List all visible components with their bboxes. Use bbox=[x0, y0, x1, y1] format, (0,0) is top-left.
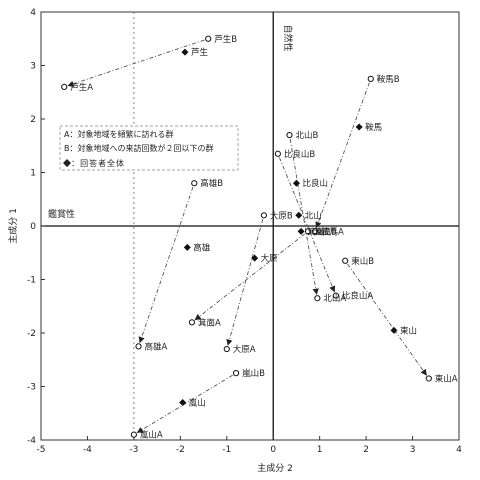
legend: A：対象地域を頻繁に訪れる群 B：対象地域への来訪回数が２回以下の群 ◆：回答者… bbox=[59, 125, 239, 171]
point-芦生 bbox=[181, 48, 189, 56]
point-北山B bbox=[286, 131, 293, 139]
point-鞍馬B bbox=[367, 75, 374, 82]
y-tick-label: 0 bbox=[30, 222, 36, 232]
point-label-北山B: 北山B bbox=[295, 130, 318, 141]
point-鞍馬A bbox=[311, 228, 319, 235]
point-label-鞍馬: 鞍馬 bbox=[365, 122, 382, 133]
point-label-高雄: 高雄 bbox=[193, 242, 211, 253]
appreciation-axis-annotation: 鑑賞性 bbox=[48, 208, 75, 220]
legend-item-all: ◆：回答者全体 bbox=[64, 158, 124, 168]
point-label-大原B: 大原B bbox=[270, 210, 293, 221]
point-高雄B bbox=[191, 180, 198, 187]
x-axis-title: 主成分 2 bbox=[257, 462, 293, 474]
point-label-箕面: 箕面 bbox=[307, 226, 325, 237]
point-嵐山B bbox=[232, 370, 240, 377]
y-tick-label: -2 bbox=[27, 329, 36, 339]
point-大原 bbox=[251, 254, 259, 262]
point-label-高雄B: 高雄B bbox=[200, 178, 223, 189]
point-label-比良山B: 比良山B bbox=[284, 149, 316, 160]
x-tick-label: -1 bbox=[222, 445, 231, 455]
point-比良山A bbox=[332, 292, 340, 299]
y-tick-label: -4 bbox=[27, 436, 36, 446]
x-tick-label: -5 bbox=[37, 445, 46, 455]
point-label-大原A: 大原A bbox=[233, 344, 256, 355]
point-大原B bbox=[260, 212, 268, 219]
legend-box bbox=[59, 125, 239, 171]
y-tick-label: 3 bbox=[30, 62, 36, 72]
point-label-芦生A: 芦生A bbox=[70, 82, 93, 93]
point-高雄A bbox=[135, 343, 142, 350]
x-tick-label: 0 bbox=[270, 445, 276, 455]
point-東山 bbox=[390, 326, 398, 334]
x-tick-label: -2 bbox=[176, 445, 185, 455]
point-label-鞍馬A: 鞍馬A bbox=[321, 226, 344, 237]
point-label-比良山: 比良山 bbox=[302, 178, 328, 189]
point-label-比良山A: 比良山A bbox=[342, 291, 374, 302]
point-箕面A bbox=[188, 319, 196, 326]
point-芦生A bbox=[61, 83, 68, 91]
arrow-比良山B-to-比良山A bbox=[278, 157, 336, 293]
point-箕面B bbox=[304, 228, 312, 235]
point-北山A bbox=[314, 295, 321, 302]
arrow-嵐山B-to-嵐山A bbox=[136, 374, 233, 433]
arrow-東山B-to-東山A bbox=[347, 263, 427, 376]
point-label-箕面B: 箕面B bbox=[314, 226, 337, 237]
point-label-嵐山A: 嵐山A bbox=[140, 430, 163, 441]
legend-item-b: B：対象地域への来訪回数が２回以下の群 bbox=[64, 143, 214, 153]
y-tick-label: 4 bbox=[30, 8, 36, 18]
point-北山 bbox=[295, 211, 303, 219]
x-tick-label: 2 bbox=[363, 445, 369, 455]
x-tick-label: -3 bbox=[129, 445, 138, 455]
point-label-大原: 大原 bbox=[261, 253, 278, 264]
arrow-芦生B-to-芦生A bbox=[67, 39, 205, 87]
point-嵐山 bbox=[179, 399, 187, 407]
point-label-嵐山B: 嵐山B bbox=[242, 368, 265, 379]
point-箕面 bbox=[297, 227, 305, 235]
point-東山B bbox=[342, 257, 349, 264]
point-label-高雄A: 高雄A bbox=[145, 341, 168, 352]
point-東山A bbox=[425, 375, 432, 382]
point-label-嵐山: 嵐山 bbox=[189, 398, 206, 409]
y-tick-label: -3 bbox=[27, 383, 36, 393]
point-芦生B bbox=[205, 35, 212, 42]
point-嵐山A bbox=[130, 431, 137, 438]
point-label-芦生B: 芦生B bbox=[214, 34, 237, 45]
point-鞍馬 bbox=[355, 123, 363, 131]
y-tick-label: -1 bbox=[27, 276, 36, 286]
legend-item-a: A：対象地域を頻繁に訪れる群 bbox=[64, 129, 173, 139]
x-tick-label: -4 bbox=[83, 445, 92, 455]
point-label-北山: 北山 bbox=[305, 210, 322, 221]
y-tick-label: 2 bbox=[30, 115, 36, 125]
natural-axis-annotation: 自然性 bbox=[282, 24, 294, 51]
point-label-芦生: 芦生 bbox=[191, 47, 209, 58]
x-tick-label: 1 bbox=[317, 445, 323, 455]
point-label-東山A: 東山A bbox=[435, 373, 458, 384]
arrow-箕面B-to-箕面A bbox=[194, 233, 306, 321]
point-label-箕面A: 箕面A bbox=[198, 317, 221, 328]
point-label-東山: 東山 bbox=[400, 325, 417, 336]
arrow-高雄B-to-高雄A bbox=[138, 186, 194, 344]
point-大原A bbox=[223, 345, 230, 353]
point-label-東山B: 東山B bbox=[351, 256, 374, 267]
x-tick-label: 3 bbox=[410, 445, 416, 455]
point-label-北山A: 北山A bbox=[323, 293, 346, 304]
legend-diamond-icon bbox=[63, 159, 71, 167]
point-比良山B bbox=[274, 150, 281, 157]
x-tick-label: 4 bbox=[456, 445, 462, 455]
point-比良山 bbox=[292, 179, 300, 187]
point-label-鞍馬B: 鞍馬B bbox=[377, 74, 400, 85]
arrow-鞍馬B-to-鞍馬A bbox=[315, 82, 370, 229]
y-axis-title: 主成分 1 bbox=[7, 208, 19, 244]
y-tick-label: 1 bbox=[30, 169, 36, 179]
point-高雄 bbox=[183, 243, 191, 251]
arrow-大原B-to-大原A bbox=[226, 219, 264, 346]
